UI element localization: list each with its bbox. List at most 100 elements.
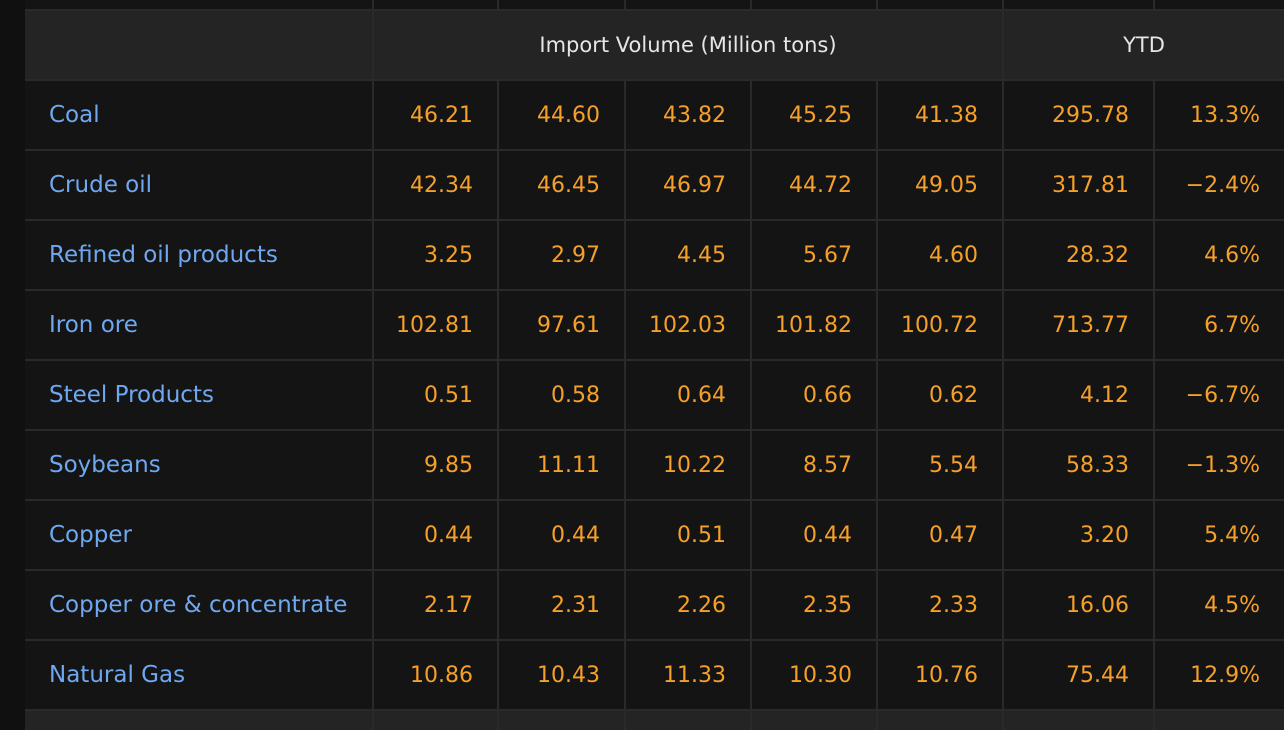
import-volume-header: Import Volume (Million tons): [373, 10, 1004, 81]
value-cell: 8.57: [751, 430, 878, 501]
value-cell: 41.38: [877, 80, 1004, 151]
value-cell: 9.85: [373, 430, 499, 501]
bottom-strip-cell: [625, 710, 752, 730]
value-cell: 0.47: [877, 500, 1004, 571]
value-cell: 10.30: [751, 640, 878, 711]
bottom-strip-cell: [751, 710, 878, 730]
ytd-cell: 28.32: [1003, 220, 1155, 291]
table-row: Natural Gas 10.86 10.43 11.33 10.30 10.76 75.4…: [25, 640, 1284, 711]
row-label[interactable]: Natural Gas: [25, 640, 374, 711]
ytd-cell: 16.06: [1003, 570, 1155, 641]
table-row: Copper 0.44 0.44 0.51 0.44 0.47 3.20 5.4%: [25, 500, 1284, 571]
value-cell: 0.44: [373, 500, 499, 571]
data-table: Import Volume (Million tons) YTD Coal 46.…: [25, 0, 1284, 730]
ytd-cell: 295.78: [1003, 80, 1155, 151]
value-cell: 102.81: [373, 290, 499, 361]
value-cell: 102.03: [625, 290, 752, 361]
value-cell: 0.66: [751, 360, 878, 431]
value-cell: 46.21: [373, 80, 499, 151]
value-cell: 46.97: [625, 150, 752, 221]
ytd-change-cell: 5.4%: [1154, 500, 1284, 571]
value-cell: 0.44: [751, 500, 878, 571]
value-cell: 10.43: [498, 640, 626, 711]
ytd-header: YTD: [1003, 10, 1284, 81]
ytd-cell: 317.81: [1003, 150, 1155, 221]
bottom-strip-cell: [498, 710, 626, 730]
table-row: Copper ore & concentrate 2.17 2.31 2.26 2.35…: [25, 570, 1284, 641]
ytd-change-cell: 13.3%: [1154, 80, 1284, 151]
value-cell: 0.62: [877, 360, 1004, 431]
row-label[interactable]: Iron ore: [25, 290, 374, 361]
table-row: Iron ore 102.81 97.61 102.03 101.82 100.72 713…: [25, 290, 1284, 361]
top-strip-cell: [625, 0, 752, 11]
ytd-change-cell: 4.5%: [1154, 570, 1284, 641]
ytd-change-cell: −2.4%: [1154, 150, 1284, 221]
value-cell: 42.34: [373, 150, 499, 221]
top-strip-cell: [751, 0, 878, 11]
value-cell: 5.54: [877, 430, 1004, 501]
value-cell: 2.97: [498, 220, 626, 291]
value-cell: 10.22: [625, 430, 752, 501]
table-row: Soybeans 9.85 11.11 10.22 8.57 5.54 58.33 −1.3%: [25, 430, 1284, 501]
row-label[interactable]: Steel Products: [25, 360, 374, 431]
value-cell: 2.33: [877, 570, 1004, 641]
ytd-cell: 3.20: [1003, 500, 1155, 571]
row-label[interactable]: Copper ore & concentrate: [25, 570, 374, 641]
top-strip-cell: [498, 0, 626, 11]
row-label[interactable]: Crude oil: [25, 150, 374, 221]
value-cell: 0.51: [625, 500, 752, 571]
ytd-change-cell: −1.3%: [1154, 430, 1284, 501]
value-cell: 4.45: [625, 220, 752, 291]
top-strip-cell: [373, 0, 499, 11]
value-cell: 49.05: [877, 150, 1004, 221]
value-cell: 0.44: [498, 500, 626, 571]
bottom-strip: [25, 710, 1284, 730]
ytd-cell: 4.12: [1003, 360, 1155, 431]
value-cell: 2.35: [751, 570, 878, 641]
ytd-cell: 75.44: [1003, 640, 1155, 711]
value-cell: 43.82: [625, 80, 752, 151]
value-cell: 45.25: [751, 80, 878, 151]
header-row: Import Volume (Million tons) YTD: [25, 10, 1284, 81]
import-volume-table: Import Volume (Million tons) YTD Coal 46.…: [25, 0, 1284, 730]
value-cell: 10.76: [877, 640, 1004, 711]
ytd-change-cell: 4.6%: [1154, 220, 1284, 291]
bottom-strip-cell: [373, 710, 499, 730]
top-strip-cell: [25, 0, 374, 11]
bottom-strip-cell: [877, 710, 1004, 730]
row-label[interactable]: Coal: [25, 80, 374, 151]
bottom-strip-cell: [1154, 710, 1284, 730]
value-cell: 100.72: [877, 290, 1004, 361]
bottom-strip-cell: [1003, 710, 1155, 730]
ytd-cell: 58.33: [1003, 430, 1155, 501]
value-cell: 0.58: [498, 360, 626, 431]
value-cell: 11.11: [498, 430, 626, 501]
bottom-strip-cell: [25, 710, 374, 730]
value-cell: 5.67: [751, 220, 878, 291]
value-cell: 2.17: [373, 570, 499, 641]
value-cell: 46.45: [498, 150, 626, 221]
value-cell: 44.72: [751, 150, 878, 221]
value-cell: 0.64: [625, 360, 752, 431]
value-cell: 97.61: [498, 290, 626, 361]
top-strip-cell: [1154, 0, 1284, 11]
table-row: Steel Products 0.51 0.58 0.64 0.66 0.62 4.12 −6…: [25, 360, 1284, 431]
value-cell: 2.26: [625, 570, 752, 641]
ytd-change-cell: 12.9%: [1154, 640, 1284, 711]
row-label[interactable]: Refined oil products: [25, 220, 374, 291]
ytd-change-cell: 6.7%: [1154, 290, 1284, 361]
ytd-change-cell: −6.7%: [1154, 360, 1284, 431]
header-corner: [25, 10, 374, 81]
value-cell: 3.25: [373, 220, 499, 291]
ytd-cell: 713.77: [1003, 290, 1155, 361]
value-cell: 10.86: [373, 640, 499, 711]
value-cell: 11.33: [625, 640, 752, 711]
value-cell: 0.51: [373, 360, 499, 431]
row-label[interactable]: Copper: [25, 500, 374, 571]
top-strip-cell: [877, 0, 1004, 11]
row-label[interactable]: Soybeans: [25, 430, 374, 501]
top-strip-cell: [1003, 0, 1155, 11]
value-cell: 2.31: [498, 570, 626, 641]
value-cell: 4.60: [877, 220, 1004, 291]
value-cell: 101.82: [751, 290, 878, 361]
